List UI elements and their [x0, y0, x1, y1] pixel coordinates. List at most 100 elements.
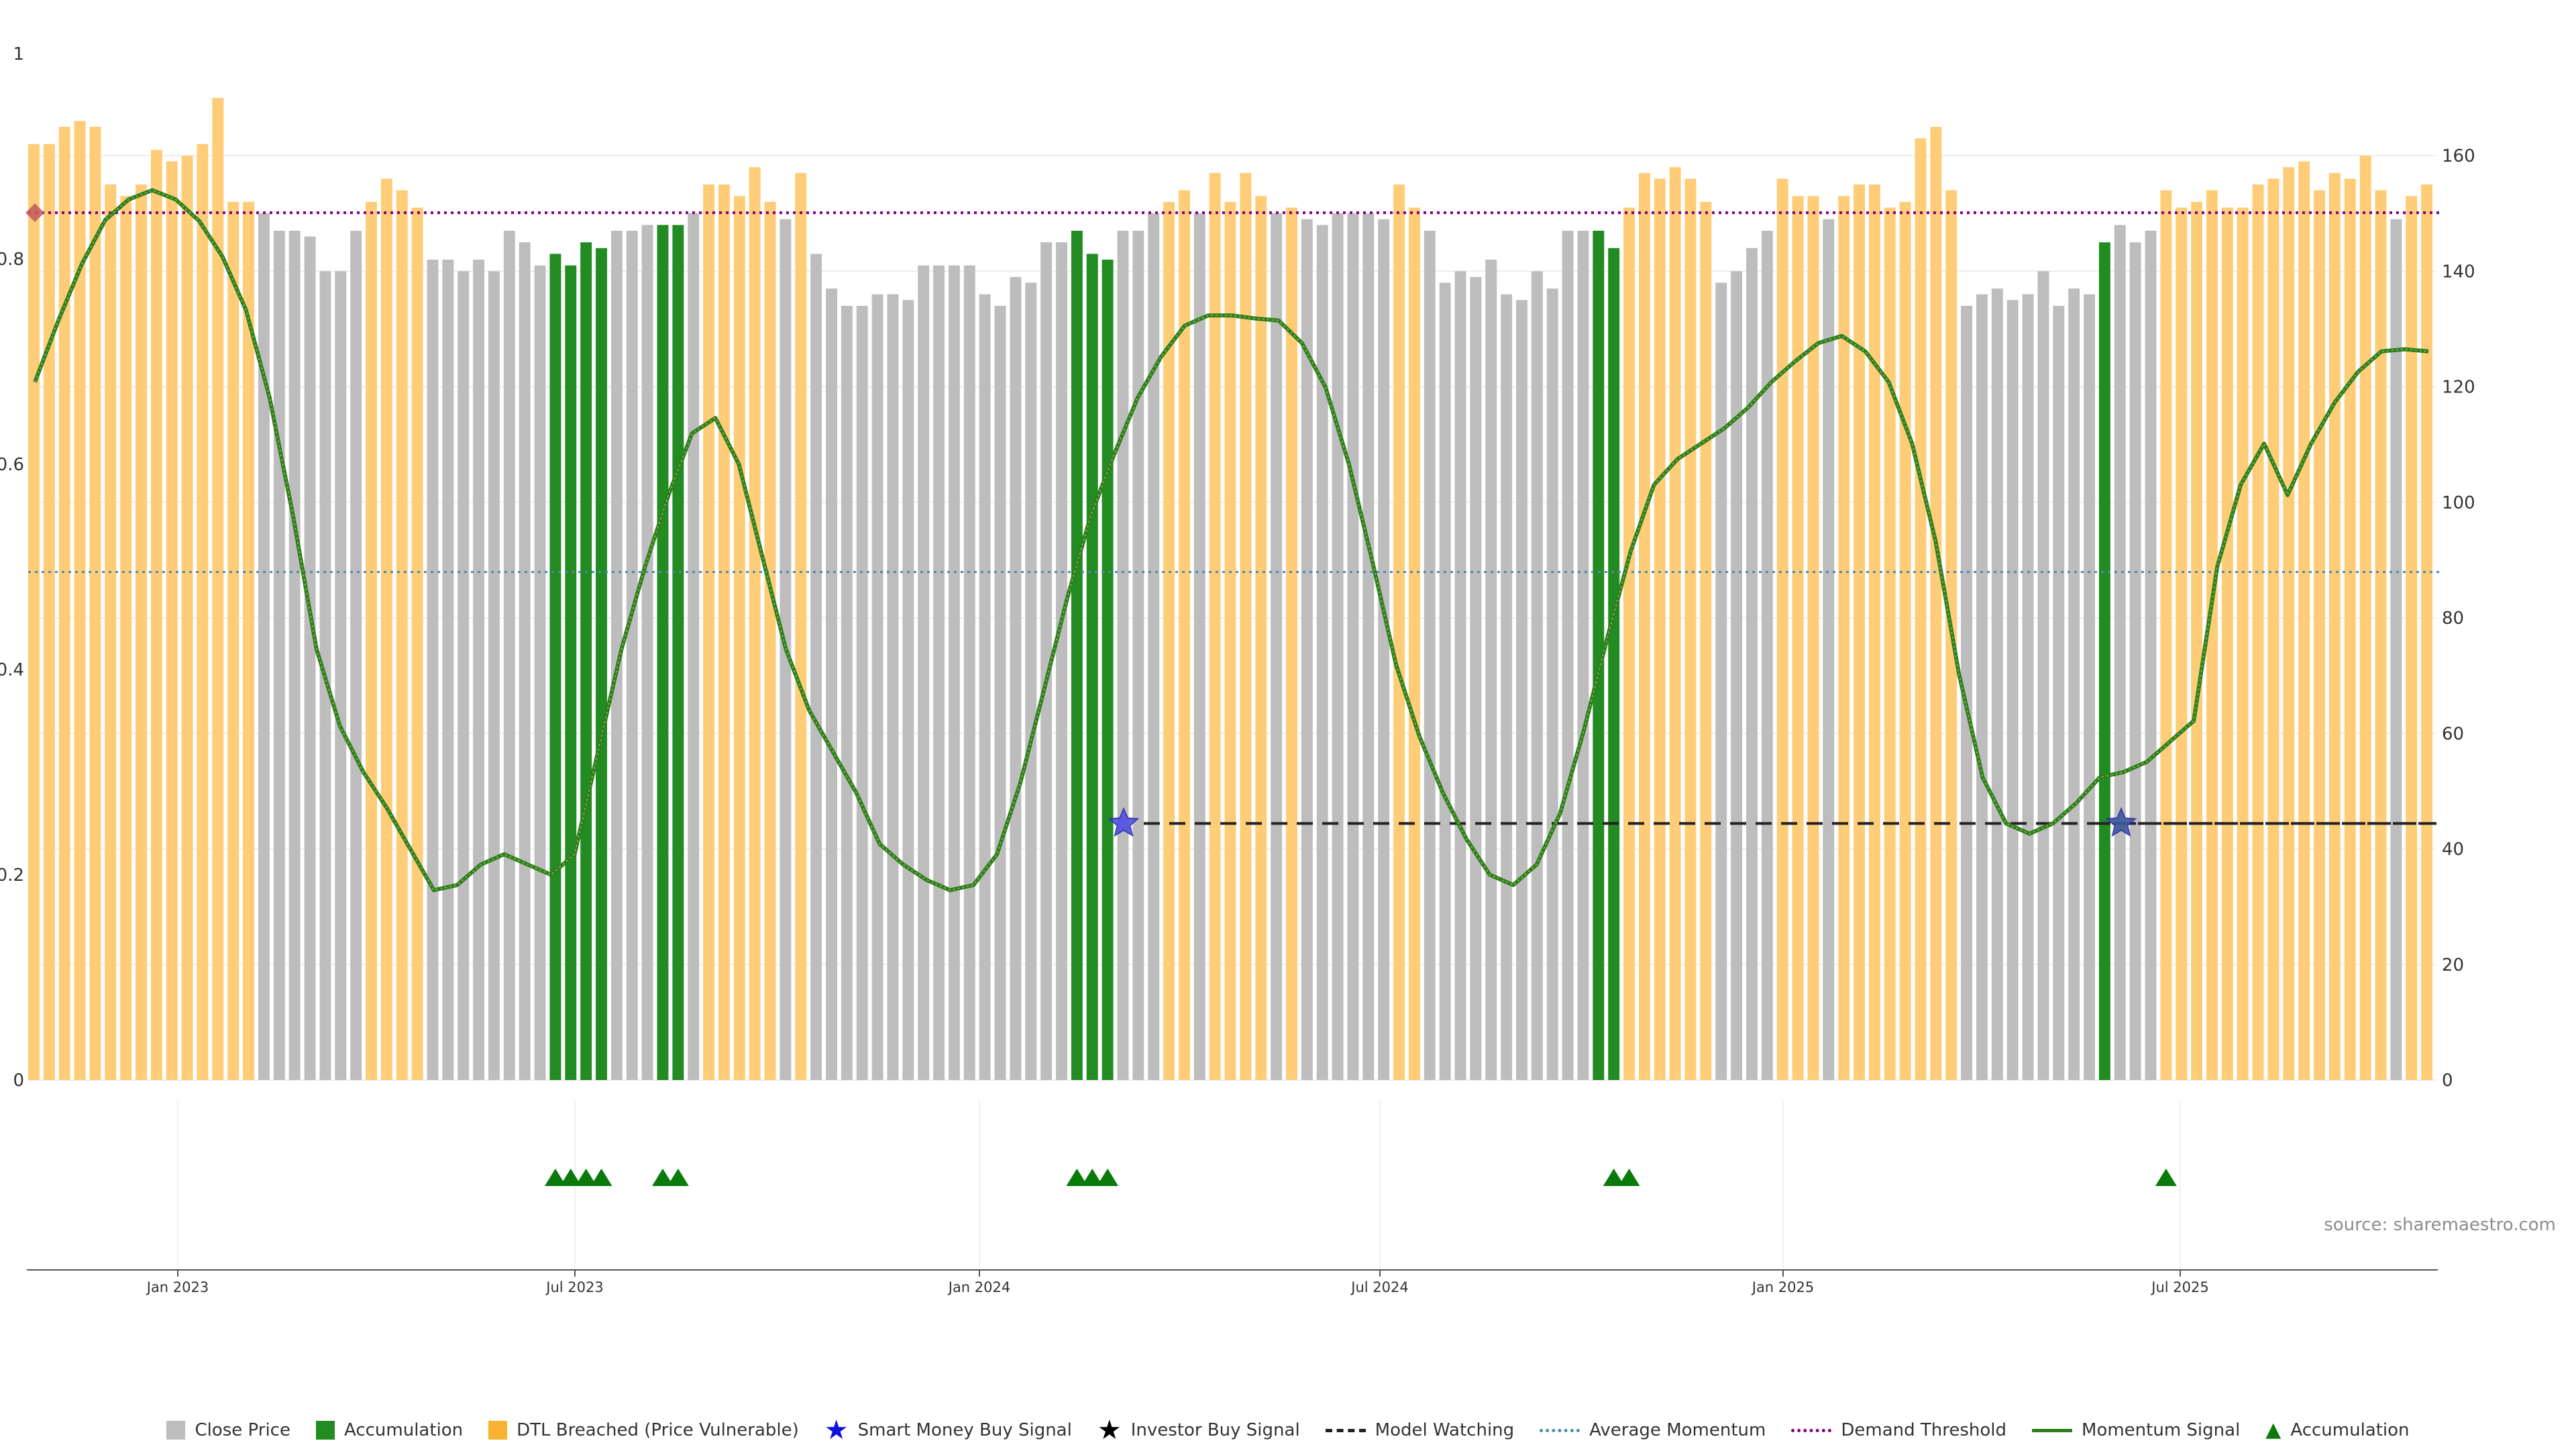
left-tick-label: 0.4: [0, 660, 24, 680]
momentum-signal-highlight: [34, 189, 2429, 891]
close-price-bar: [473, 260, 485, 1080]
close-price-bar: [1378, 219, 1390, 1080]
signal-markers: [25, 203, 2137, 837]
legend-label: DTL Breached (Price Vulnerable): [517, 1420, 799, 1440]
dtl-breached-bar: [1868, 184, 1880, 1080]
close-price-bar: [963, 265, 975, 1081]
accumulation-bar: [1086, 254, 1098, 1081]
dtl-breached-bar: [58, 126, 70, 1080]
close-price-bar: [1485, 260, 1497, 1080]
dtl-breached-bar: [212, 97, 224, 1080]
right-tick-label: 20: [2442, 955, 2464, 975]
legend: Close Price Accumulation DTL Breached (Pri…: [0, 1414, 2576, 1446]
close-price-bar: [1731, 271, 1743, 1080]
close-price-bar: [1454, 271, 1466, 1080]
close-price-bar: [335, 271, 347, 1080]
left-tick-label: 0.8: [0, 250, 24, 270]
legend-label: Accumulation: [2290, 1420, 2410, 1440]
close-price-bar: [979, 294, 991, 1081]
legend-label: Average Momentum: [1589, 1420, 1766, 1440]
close-price-bar: [503, 230, 515, 1080]
dtl-breached-bar: [749, 167, 761, 1081]
dtl-breached-bar: [2283, 167, 2295, 1081]
dtl-breached-bar: [396, 190, 408, 1080]
x-axis: Jan 2023 Jul 2023 Jan 2024 Jul 2024 Jan 2025…: [27, 1269, 2438, 1295]
close-price-bar: [1025, 282, 1037, 1081]
close-price-bar: [918, 265, 930, 1081]
close-price-bar: [1271, 213, 1283, 1080]
legend-triangle-icon: ▲: [2265, 1418, 2282, 1442]
dtl-breached-bar: [703, 184, 715, 1080]
close-price-bar: [1715, 282, 1727, 1081]
close-price-bar: [1301, 219, 1313, 1080]
close-price-bar: [641, 225, 653, 1081]
right-y-axis: 0 20 40 60 80 100 120 140 160: [2442, 146, 2475, 1091]
legend-square-icon: [315, 1421, 335, 1440]
dtl-breached-bar: [1408, 207, 1420, 1081]
accumulation-triangle: [667, 1169, 689, 1186]
legend-square-icon: [488, 1421, 508, 1440]
close-price-bar: [1991, 288, 2003, 1080]
accumulation-bar: [580, 242, 592, 1080]
reference-lines: [28, 211, 2442, 825]
dtl-breached-bar: [718, 184, 730, 1080]
dtl-breached-bar: [1884, 207, 1896, 1081]
close-price-bar: [458, 271, 470, 1080]
dtl-breached-bar: [2421, 184, 2433, 1080]
legend-item: ★ Investor Buy Signal: [1097, 1417, 1300, 1444]
legend-item: Close Price: [166, 1420, 290, 1440]
close-price-bar: [2037, 271, 2049, 1080]
accumulation-bar: [672, 225, 684, 1081]
accumulation-triangle: [1097, 1169, 1119, 1186]
close-price-bar: [1961, 305, 1973, 1080]
close-price-bar: [1976, 294, 1988, 1081]
dtl-breached-bar: [2375, 190, 2387, 1080]
smart-money-buy-star: [2105, 806, 2137, 837]
dtl-breached-bar: [1930, 126, 1942, 1080]
close-price-bar: [1347, 213, 1359, 1080]
close-price-bar: [933, 265, 945, 1081]
close-price-bar: [826, 288, 837, 1080]
close-price-bar: [2022, 294, 2034, 1081]
accumulation-triangle: [651, 1169, 674, 1186]
x-tick-label: Jul 2024: [1350, 1279, 1408, 1295]
close-price-bar: [2006, 300, 2019, 1080]
close-price-bar: [856, 305, 868, 1080]
price-bars: [28, 97, 2433, 1081]
legend-line-icon: [2032, 1428, 2073, 1432]
close-price-bar: [519, 242, 531, 1080]
legend-star-icon: ★: [824, 1415, 849, 1446]
close-price-bar: [1148, 213, 1160, 1080]
accumulation-markers: [544, 1169, 2177, 1186]
dtl-breached-bar: [1807, 196, 1819, 1081]
dtl-breached-bar: [1838, 196, 1850, 1081]
dtl-breached-bar: [1209, 172, 1221, 1080]
x-tick-label: Jul 2023: [545, 1279, 603, 1295]
accumulation-triangle: [1603, 1169, 1625, 1186]
dtl-breached-bar: [2160, 190, 2172, 1080]
accumulation-bar: [596, 248, 607, 1080]
dtl-breached-bar: [136, 184, 147, 1080]
close-price-bar: [626, 230, 638, 1080]
dtl-breached-bar: [2206, 190, 2218, 1080]
dtl-breached-bar: [1178, 190, 1190, 1080]
legend-item: ★ Smart Money Buy Signal: [824, 1415, 1072, 1446]
close-price-bar: [1531, 271, 1543, 1080]
accumulation-bar: [565, 265, 577, 1081]
left-y-axis: 0 0.2 0.4 0.6 0.8 1: [0, 44, 24, 1091]
close-price-bar: [688, 213, 700, 1080]
close-price-bar: [1316, 225, 1328, 1081]
dtl-breached-bar: [2252, 184, 2264, 1080]
legend-label: Investor Buy Signal: [1130, 1420, 1300, 1440]
dtl-breached-bar: [2406, 196, 2418, 1081]
close-price-bar: [427, 260, 439, 1080]
left-tick-label: 0.2: [0, 865, 24, 885]
dtl-breached-bar: [89, 126, 101, 1080]
close-price-bar: [1424, 230, 1436, 1080]
x-tick-label: Jul 2025: [2150, 1279, 2208, 1295]
close-price-bar: [2145, 230, 2157, 1080]
right-tick-label: 80: [2442, 608, 2464, 629]
accumulation-triangle: [575, 1169, 597, 1186]
legend-line-icon: [1540, 1428, 1580, 1432]
close-price-bar: [1117, 230, 1129, 1080]
